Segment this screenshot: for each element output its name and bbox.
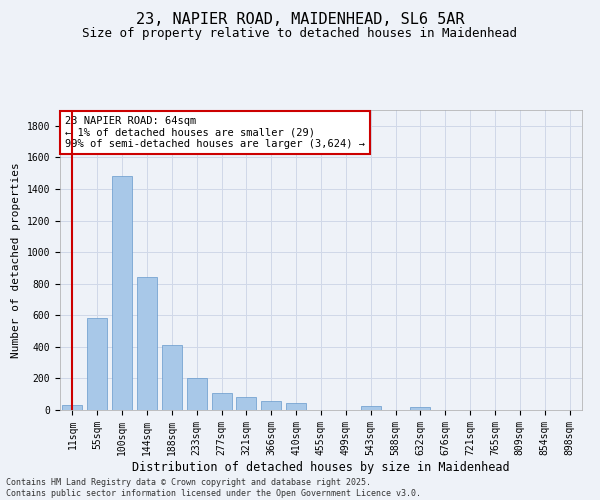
Bar [236,398,256,410]
Bar [410,407,430,410]
Bar [162,346,182,410]
X-axis label: Distribution of detached houses by size in Maidenhead: Distribution of detached houses by size … [132,460,510,473]
Text: 23, NAPIER ROAD, MAIDENHEAD, SL6 5AR: 23, NAPIER ROAD, MAIDENHEAD, SL6 5AR [136,12,464,28]
Bar [137,278,157,410]
Bar [112,176,132,410]
Bar [187,378,206,410]
Bar [361,406,380,410]
Bar [62,406,82,410]
Bar [262,400,281,410]
Bar [286,403,306,410]
Text: Size of property relative to detached houses in Maidenhead: Size of property relative to detached ho… [83,28,517,40]
Text: 23 NAPIER ROAD: 64sqm
← 1% of detached houses are smaller (29)
99% of semi-detac: 23 NAPIER ROAD: 64sqm ← 1% of detached h… [65,116,365,149]
Y-axis label: Number of detached properties: Number of detached properties [11,162,21,358]
Bar [212,392,232,410]
Text: Contains HM Land Registry data © Crown copyright and database right 2025.
Contai: Contains HM Land Registry data © Crown c… [6,478,421,498]
Bar [88,318,107,410]
